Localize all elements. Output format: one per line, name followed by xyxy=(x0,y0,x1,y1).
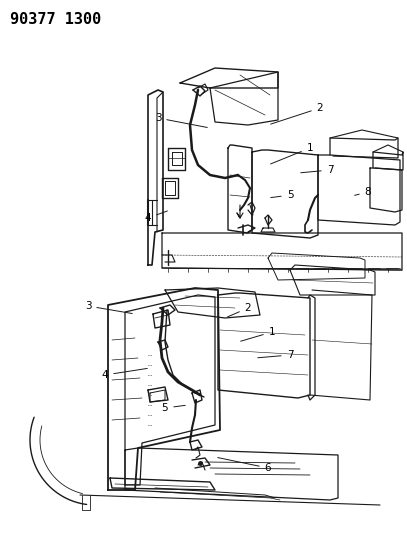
Text: 6: 6 xyxy=(218,457,271,473)
Text: 5: 5 xyxy=(162,403,185,413)
Text: 8: 8 xyxy=(354,187,371,197)
Text: 4: 4 xyxy=(102,368,147,380)
Text: 3: 3 xyxy=(155,113,207,127)
Text: 7: 7 xyxy=(258,350,293,360)
Text: 4: 4 xyxy=(144,211,167,223)
Text: 90377 1300: 90377 1300 xyxy=(10,12,101,27)
Text: 2: 2 xyxy=(271,103,323,124)
Text: 5: 5 xyxy=(271,190,293,200)
Text: 3: 3 xyxy=(85,301,132,313)
Text: 7: 7 xyxy=(301,165,333,175)
Text: 2: 2 xyxy=(228,303,251,317)
Text: 1: 1 xyxy=(241,327,275,341)
Text: 1: 1 xyxy=(271,143,313,164)
